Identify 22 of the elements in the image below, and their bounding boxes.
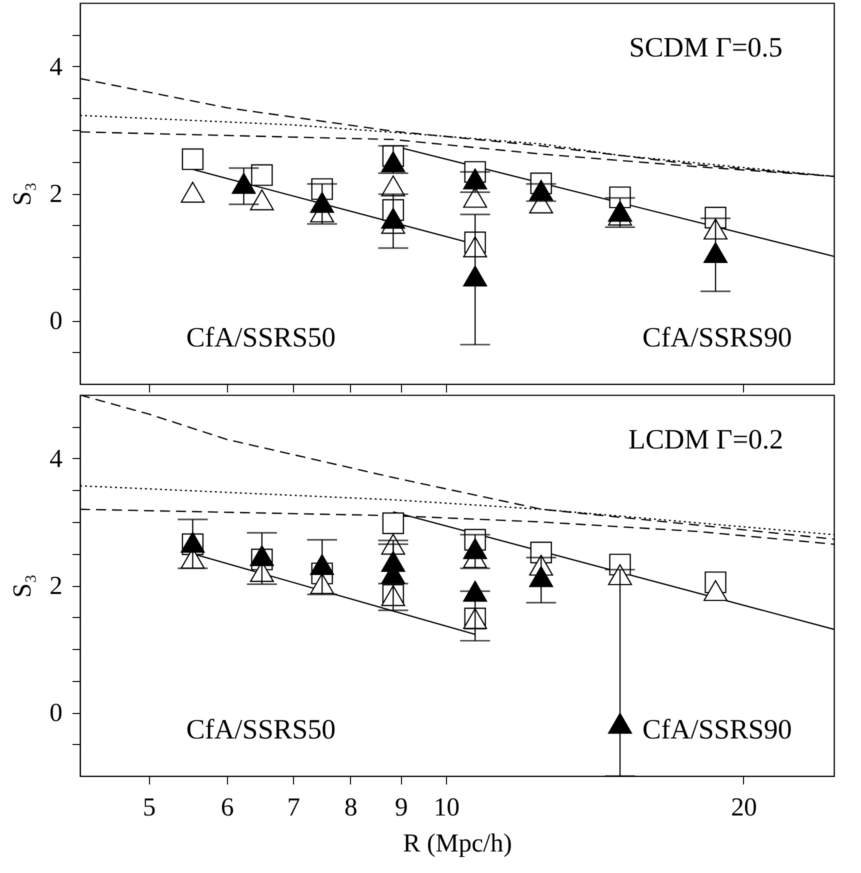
y-axis-title: S₃ <box>8 574 36 598</box>
annotation: CfA/SSRS90 <box>642 714 792 746</box>
x-tick-label: 20 <box>730 792 757 822</box>
y-tick-label: 0 <box>50 306 62 335</box>
annotation: SCDM Γ=0.5 <box>629 32 782 64</box>
annotation: LCDM Γ=0.2 <box>628 424 784 456</box>
x-tick-label: 6 <box>220 792 234 822</box>
y-axis-title: S₃ <box>8 182 36 206</box>
annotation: CfA/SSRS50 <box>186 714 336 746</box>
x-tick-label: 7 <box>287 792 300 822</box>
y-tick-label: 4 <box>50 52 62 81</box>
y-tick-label: 0 <box>50 698 62 727</box>
x-tick-label: 5 <box>142 792 156 822</box>
annotation: CfA/SSRS50 <box>186 322 336 354</box>
annotation: CfA/SSRS90 <box>642 322 792 354</box>
y-tick-label: 4 <box>50 444 62 473</box>
y-tick-label: 2 <box>50 179 62 208</box>
x-tick-label: 9 <box>394 792 408 822</box>
x-tick-label: 8 <box>344 792 358 822</box>
x-tick-label: 10 <box>434 792 460 822</box>
y-tick-label: 2 <box>50 571 62 600</box>
x-axis-title: R (Mpc/h) <box>402 828 512 858</box>
